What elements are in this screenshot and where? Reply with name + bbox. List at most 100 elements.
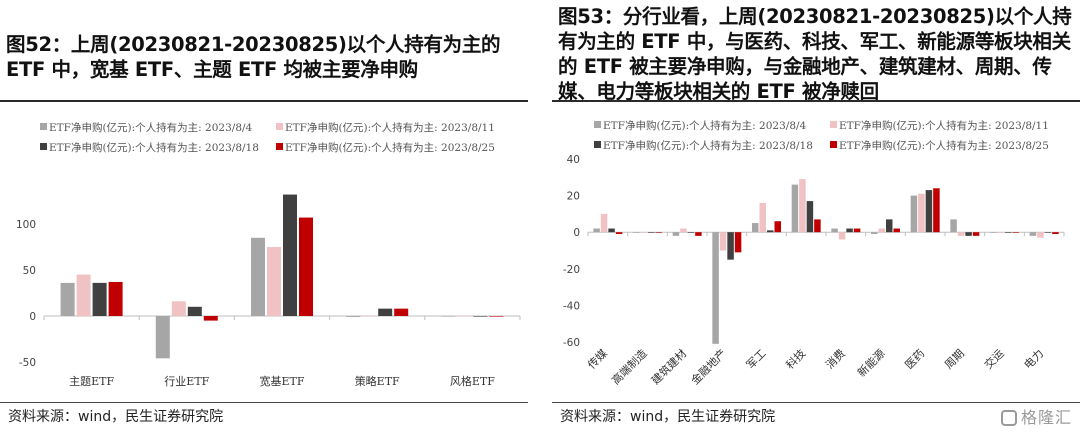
x-category-label: 医药 — [903, 347, 928, 372]
bar-2 — [171, 301, 186, 316]
bar-3 — [608, 228, 615, 233]
bar-4 — [108, 281, 123, 316]
y-tick-label: -20 — [563, 264, 580, 276]
bar-1 — [712, 232, 719, 344]
x-category-label: 消费 — [822, 346, 847, 371]
bar-3 — [648, 232, 655, 233]
bar-4 — [615, 232, 623, 235]
left-chart-panel: 图52：上周(20230821-20230825)以个人持有为主的 ETF 中，… — [0, 0, 528, 434]
x-category-label: 风格ETF — [450, 374, 495, 388]
bar-3 — [1005, 232, 1012, 233]
x-category-label: 策略ETF — [355, 374, 400, 388]
bar-2 — [719, 232, 727, 251]
bar-4 — [394, 308, 409, 316]
legend-label-4: ETF净申购(亿元):个人持有为主: 2023/8/25 — [839, 139, 1049, 152]
bar-4 — [655, 232, 662, 233]
bar-1 — [990, 232, 997, 233]
bar-2 — [267, 247, 281, 316]
bar-3 — [1044, 232, 1052, 233]
x-category-label: 宽基ETF — [260, 374, 305, 388]
left-bar-chart: ETF净申购(亿元):个人持有为主: 2023/8/4 ETF净申购(亿元):个人… — [16, 121, 521, 388]
bar-1 — [910, 195, 918, 233]
legend-swatch-4 — [276, 143, 283, 150]
x-category-label: 金融地产 — [688, 346, 729, 387]
right-chart-panel: 图53：分行业看，上周(20230821-20230825)以个人持有为主的 E… — [552, 0, 1080, 434]
legend-swatch-1 — [40, 123, 47, 130]
bar-3 — [92, 282, 107, 316]
bar-1 — [346, 316, 361, 317]
legend-swatch-3 — [40, 143, 47, 150]
bar-4 — [203, 316, 218, 321]
legend-label-4: ETF净申购(亿元):个人持有为主: 2023/8/25 — [285, 141, 495, 154]
legend-swatch-3 — [594, 141, 601, 148]
legend-label-2: ETF净申购(亿元):个人持有为主: 2023/8/11 — [285, 121, 495, 134]
right-bar-chart: ETF净申购(亿元):个人持有为主: 2023/8/4 ETF净申购(亿元):个人… — [563, 119, 1065, 387]
bar-3 — [283, 194, 297, 316]
right-title-rule — [552, 100, 1080, 102]
bar-3 — [187, 306, 202, 316]
bar-2 — [600, 213, 608, 233]
bar-2 — [997, 232, 1004, 233]
legend-label-2: ETF净申购(亿元):个人持有为主: 2023/8/11 — [839, 119, 1049, 132]
bar-4 — [774, 221, 781, 233]
left-source-note: 资料来源：wind，民生证券研究院 — [8, 409, 224, 425]
x-category-label: 交运 — [981, 346, 1006, 371]
bar-4 — [734, 232, 742, 253]
bar-4 — [489, 316, 504, 317]
bar-2 — [918, 193, 925, 233]
x-category-label: 传媒 — [585, 347, 610, 372]
bar-3 — [473, 316, 488, 317]
y-tick-label: 100 — [16, 219, 36, 231]
legend-label-1: ETF净申购(亿元):个人持有为主: 2023/8/4 — [49, 121, 253, 134]
bar-3 — [378, 308, 393, 316]
y-tick-label: 40 — [567, 154, 580, 166]
legend-label-3: ETF净申购(亿元):个人持有为主: 2023/8/18 — [49, 141, 259, 154]
bar-4 — [695, 232, 702, 236]
x-category-label: 军工 — [744, 347, 769, 372]
x-category-label: 主题ETF — [69, 375, 114, 388]
bar-2 — [759, 202, 766, 233]
bar-1 — [155, 316, 170, 359]
left-chart-title: 图52：上周(20230821-20230825)以个人持有为主的 ETF 中，… — [6, 33, 501, 81]
x-category-label: 电力 — [1022, 347, 1047, 372]
bar-1 — [791, 184, 799, 233]
y-tick-label: -40 — [563, 300, 580, 312]
bar-4 — [299, 217, 313, 316]
bar-4 — [972, 232, 980, 236]
right-source-note: 资料来源：wind，民生证券研究院 — [560, 409, 776, 425]
right-bottom-rule — [552, 402, 1080, 403]
bar-4 — [853, 228, 861, 233]
watermark-text: 格隆汇 — [1020, 408, 1072, 427]
bar-2 — [1037, 232, 1044, 238]
bar-3 — [886, 219, 893, 233]
legend-swatch-4 — [830, 141, 837, 148]
right-chart-title: 图53：分行业看，上周(20230821-20230825)以个人持有为主的 E… — [558, 5, 1072, 103]
bar-1 — [950, 219, 957, 233]
bar-2 — [76, 274, 91, 316]
y-tick-label: 50 — [23, 265, 36, 277]
bar-1 — [633, 232, 640, 233]
y-tick-label: 0 — [573, 227, 580, 239]
watermark: 格隆汇 — [1000, 404, 1072, 428]
bar-2 — [362, 316, 377, 317]
left-title-rule — [0, 100, 528, 102]
bar-3 — [965, 232, 972, 236]
bar-4 — [893, 228, 900, 233]
y-tick-label: -60 — [563, 337, 580, 349]
bar-3 — [687, 232, 695, 233]
bar-3 — [767, 230, 774, 233]
watermark-logo-icon — [1000, 410, 1017, 426]
bar-1 — [752, 223, 759, 233]
bar-4 — [1052, 232, 1059, 235]
legend-swatch-2 — [276, 123, 283, 130]
x-category-label: 建筑建材 — [648, 346, 689, 387]
bar-2 — [640, 232, 647, 233]
bar-1 — [1029, 232, 1037, 236]
bar-1 — [251, 237, 265, 316]
bar-2 — [680, 228, 687, 233]
bar-2 — [457, 316, 472, 317]
bar-2 — [799, 179, 806, 233]
y-tick-label: -50 — [19, 357, 36, 369]
bar-4 — [933, 188, 940, 233]
bar-1 — [672, 232, 680, 236]
